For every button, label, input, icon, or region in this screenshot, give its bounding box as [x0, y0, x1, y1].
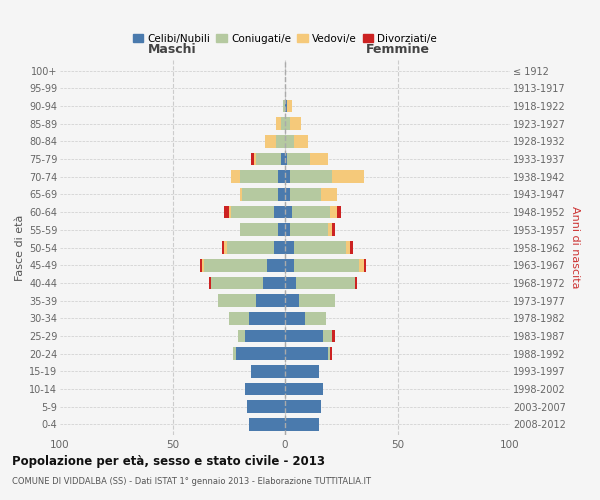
Bar	[290, 170, 332, 183]
Bar	[355, 276, 357, 289]
Bar	[204, 259, 267, 272]
Bar	[290, 188, 321, 201]
Bar	[229, 206, 231, 218]
Bar	[285, 206, 292, 218]
Text: Femmine: Femmine	[365, 44, 430, 57]
Bar	[227, 241, 274, 254]
Bar	[240, 224, 278, 236]
Bar	[285, 418, 319, 431]
Bar	[224, 206, 229, 218]
Text: COMUNE DI VIDDALBA (SS) - Dati ISTAT 1° gennaio 2013 - Elaborazione TUTTITALIA.I: COMUNE DI VIDDALBA (SS) - Dati ISTAT 1° …	[12, 478, 371, 486]
Bar	[274, 206, 285, 218]
Bar	[285, 276, 296, 289]
Bar	[294, 259, 359, 272]
Bar	[256, 294, 285, 307]
Bar	[346, 241, 350, 254]
Bar	[332, 330, 335, 342]
Bar	[211, 276, 263, 289]
Bar	[222, 241, 224, 254]
Bar	[294, 135, 308, 147]
Bar	[209, 276, 211, 289]
Bar	[247, 400, 285, 413]
Bar	[321, 188, 337, 201]
Bar	[238, 330, 245, 342]
Bar	[285, 152, 287, 166]
Bar	[310, 152, 328, 166]
Bar	[285, 224, 290, 236]
Bar	[254, 152, 256, 166]
Bar	[285, 170, 290, 183]
Bar	[285, 188, 290, 201]
Bar	[290, 118, 301, 130]
Bar	[285, 259, 294, 272]
Bar	[218, 294, 256, 307]
Bar	[231, 170, 240, 183]
Bar	[199, 259, 202, 272]
Bar	[364, 259, 366, 272]
Bar	[276, 135, 285, 147]
Bar	[285, 294, 299, 307]
Bar	[235, 348, 285, 360]
Bar	[296, 276, 355, 289]
Legend: Celibi/Nubili, Coniugati/e, Vedovi/e, Divorziati/e: Celibi/Nubili, Coniugati/e, Vedovi/e, Di…	[131, 32, 439, 46]
Bar	[283, 100, 285, 112]
Bar	[285, 312, 305, 324]
Bar	[328, 224, 332, 236]
Bar	[281, 152, 285, 166]
Bar	[240, 170, 278, 183]
Y-axis label: Fasce di età: Fasce di età	[14, 214, 25, 280]
Y-axis label: Anni di nascita: Anni di nascita	[569, 206, 580, 289]
Bar	[299, 294, 335, 307]
Bar	[305, 312, 325, 324]
Bar	[263, 276, 285, 289]
Bar	[224, 241, 227, 254]
Bar	[294, 241, 346, 254]
Bar	[287, 152, 310, 166]
Bar	[330, 348, 332, 360]
Bar	[285, 241, 294, 254]
Bar	[290, 224, 328, 236]
Bar	[251, 152, 254, 166]
Bar	[229, 312, 249, 324]
Bar	[285, 135, 294, 147]
Bar	[231, 206, 274, 218]
Bar	[245, 330, 285, 342]
Bar	[337, 206, 341, 218]
Bar	[287, 100, 292, 112]
Bar	[278, 170, 285, 183]
Bar	[328, 348, 330, 360]
Bar	[285, 100, 287, 112]
Bar	[276, 118, 281, 130]
Bar	[285, 365, 319, 378]
Bar	[359, 259, 364, 272]
Bar	[233, 348, 235, 360]
Bar	[202, 259, 204, 272]
Bar	[256, 152, 281, 166]
Bar	[292, 206, 330, 218]
Bar	[245, 382, 285, 396]
Bar	[332, 224, 335, 236]
Bar	[242, 188, 278, 201]
Bar	[350, 241, 353, 254]
Bar	[249, 312, 285, 324]
Bar	[265, 135, 276, 147]
Bar	[278, 224, 285, 236]
Bar	[330, 206, 337, 218]
Bar	[285, 118, 290, 130]
Bar	[323, 330, 332, 342]
Bar	[281, 118, 285, 130]
Bar	[249, 418, 285, 431]
Bar	[251, 365, 285, 378]
Bar	[240, 188, 242, 201]
Bar	[285, 382, 323, 396]
Bar	[278, 188, 285, 201]
Bar	[285, 330, 323, 342]
Bar	[274, 241, 285, 254]
Text: Maschi: Maschi	[148, 44, 197, 57]
Bar	[285, 400, 321, 413]
Bar	[285, 348, 328, 360]
Bar	[267, 259, 285, 272]
Bar	[332, 170, 364, 183]
Text: Popolazione per età, sesso e stato civile - 2013: Popolazione per età, sesso e stato civil…	[12, 455, 325, 468]
